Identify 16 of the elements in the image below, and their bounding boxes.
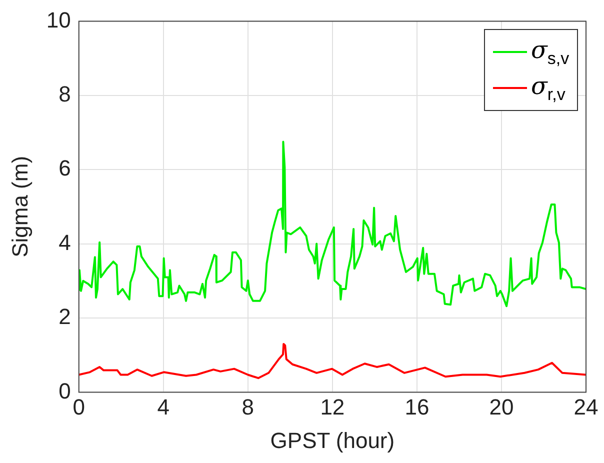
x-tick-label: 20: [489, 394, 514, 420]
y-tick-label: 8: [58, 81, 71, 106]
x-tick-label: 4: [157, 394, 170, 420]
x-tick-label: 24: [574, 394, 598, 420]
legend-label: σ$_{r,v}$: [531, 72, 566, 105]
x-tick-label: 16: [404, 394, 430, 420]
y-tick-label: 0: [58, 378, 71, 404]
y-tick-label: 2: [58, 304, 71, 330]
y-tick-label: 6: [58, 156, 71, 181]
legend-label: σ$_{s,v}$: [531, 36, 570, 69]
y-axis-title: Sigma (m): [7, 156, 32, 258]
y-tick-label: 4: [58, 230, 71, 255]
x-tick-label: 8: [242, 394, 254, 420]
x-tick-label: 12: [320, 394, 345, 420]
x-axis-title: GPST (hour): [270, 428, 395, 453]
y-tick-label: 10: [46, 7, 71, 32]
